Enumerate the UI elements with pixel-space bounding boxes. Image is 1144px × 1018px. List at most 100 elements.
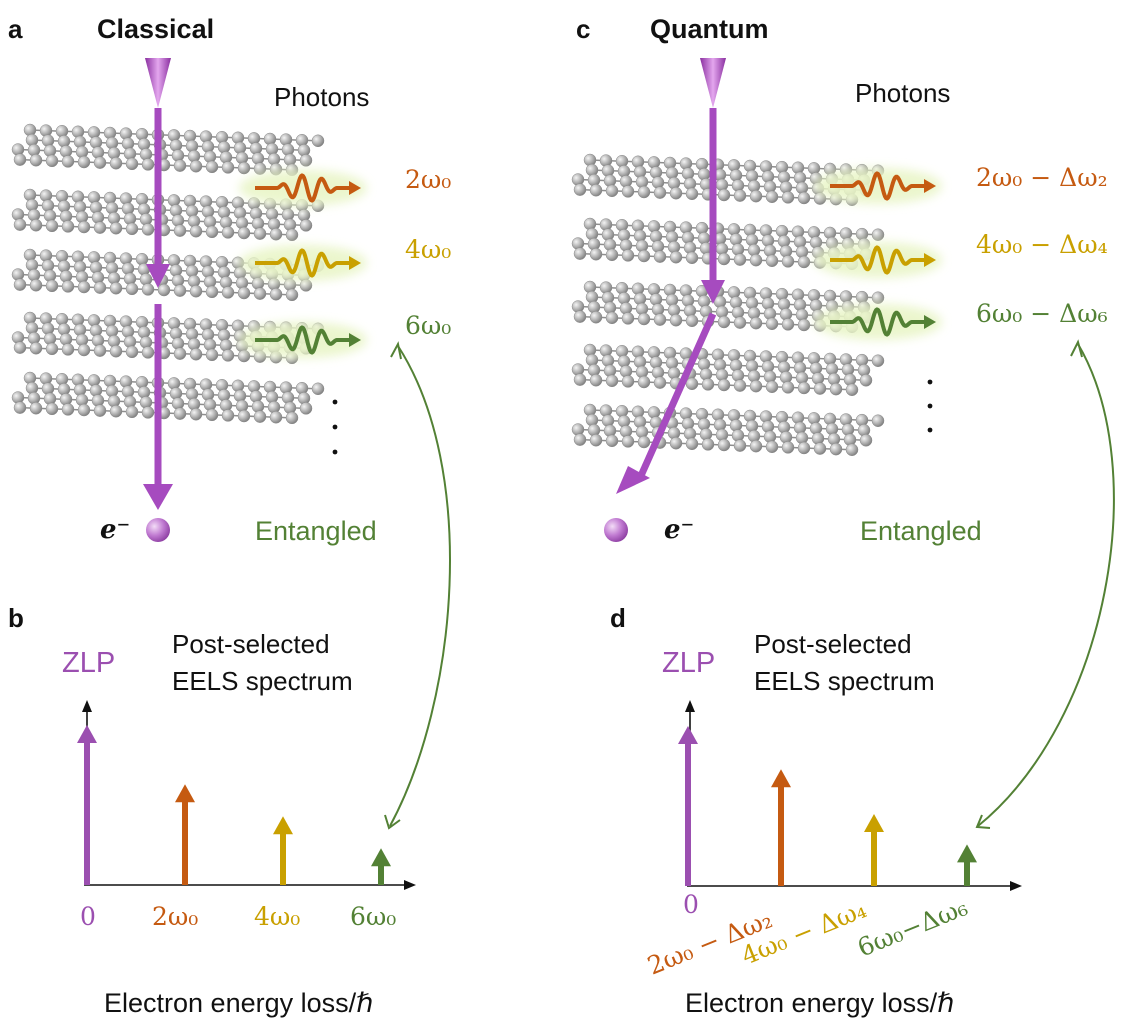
classical-peak-3 [371,848,391,885]
panel-d-letter: d [610,603,626,633]
panel-c-photons-label: Photons [855,78,950,108]
panel-d-tick-6w0: 6ω₀−Δω₆ [853,892,971,962]
photon-label-c-2w0: 2ω₀ − Δω₂ [976,163,1108,192]
carbon-atom [589,373,603,387]
carbon-atom [299,219,313,232]
carbon-atom [733,253,747,266]
carbon-atom [13,153,27,166]
carbon-atom [189,347,203,361]
entanglement-arrowhead-a-bottom [384,814,401,830]
photon-2w0-c-arrowhead [924,179,936,193]
carbon-atom [173,347,187,360]
electron-sphere-a [146,518,170,542]
carbon-atom [797,381,811,395]
carbon-atom [237,349,251,363]
panel-d-zlp-label: ZLP [662,647,715,679]
electron-label-a: e⁻ [100,515,130,545]
carbon-atom [589,310,603,324]
quantum-peak-0-head [678,726,698,744]
carbon-atom [13,401,27,414]
carbon-atom [173,407,187,420]
carbon-atom [685,251,699,265]
photon-label-a-6w0: 6ω₀ [405,311,451,340]
carbon-atom [685,437,699,451]
carbon-atom [765,254,779,268]
carbon-atom [237,161,251,175]
carbon-atom [109,281,123,295]
panel-d-x-axis-arrowhead [1010,881,1022,891]
carbon-atom [45,154,59,168]
carbon-atom [285,228,299,242]
photon-6w0-a-wave [255,325,351,355]
carbon-atom [29,218,43,232]
carbon-atom [77,220,91,234]
carbon-atom [141,158,155,171]
panel-a-title: Classical [97,14,214,44]
photon-6w0-a-arrowhead [349,333,361,347]
photon-label-c-6w0: 6ω₀ − Δω₆ [976,299,1108,328]
carbon-atom [701,378,715,391]
carbon-atom [765,317,779,331]
quantum-peak-1-head [771,769,791,788]
carbon-atom [669,436,683,450]
carbon-atom [173,159,187,172]
quantum-peak-2 [864,814,884,886]
classical-peak-1-head [175,784,195,803]
photon-2w0-a-wave [255,173,351,203]
panel-a: a Classical Photons e⁻ 2ω₀ 4ω₀ 6ω₀ Entan… [8,14,451,546]
carbon-atom [141,406,155,419]
carbon-atom [859,374,873,387]
carbon-atom [653,313,667,326]
carbon-atom [589,247,603,261]
carbon-atom [621,375,635,388]
photon-label-a-2w0: 2ω₀ [405,165,451,194]
carbon-atom [13,218,27,231]
carbon-atom [299,279,313,292]
carbon-atom [749,253,763,267]
carbon-atom [221,409,235,422]
carbon-atom [765,190,779,204]
photon-4w0-a-arrowhead [349,256,361,270]
carbon-atom [189,284,203,298]
panel-d-peaks [678,726,977,886]
carbon-atom [299,154,313,167]
carbon-atom [589,433,603,447]
carbon-atom [701,438,715,451]
classical-peak-0 [77,725,97,885]
carbon-atom [237,226,251,240]
photon-label-a-4w0: 4ω₀ [405,235,451,264]
carbon-atom [621,435,635,448]
continuation-dots-c [927,379,933,433]
panel-b-title-line2: EELS spectrum [172,666,353,696]
carbon-atom [109,404,123,418]
carbon-atom [141,283,155,296]
carbon-atom [45,279,59,293]
classical-peak-1 [175,784,195,885]
carbon-atom [749,439,763,453]
carbon-atom [45,342,59,356]
carbon-atom [13,278,27,291]
carbon-atom [45,402,59,416]
carbon-atom [125,345,139,359]
quantum-peak-0 [678,726,698,886]
carbon-atom [189,159,203,173]
panel-b-x-axis-title: Electron energy loss/ℏ [104,988,373,1018]
carbon-atom [653,186,667,199]
carbon-atom [829,442,843,456]
panel-d-tick-0: 0 [683,890,699,919]
carbon-atom [205,160,219,174]
electron-beam-arrowhead-upper-c [701,280,725,304]
carbon-atom [621,185,635,198]
carbon-atom [717,252,731,266]
carbon-atom [605,248,619,262]
carbon-atom [717,188,731,202]
carbon-atom [797,191,811,205]
entangled-label-c: Entangled [860,516,982,546]
panel-b-y-axis-arrowhead [82,700,92,712]
carbon-atom [605,184,619,198]
carbon-atom [749,379,763,393]
carbon-atom [685,314,699,328]
carbon-atom [733,439,747,452]
carbon-atom [29,278,43,292]
